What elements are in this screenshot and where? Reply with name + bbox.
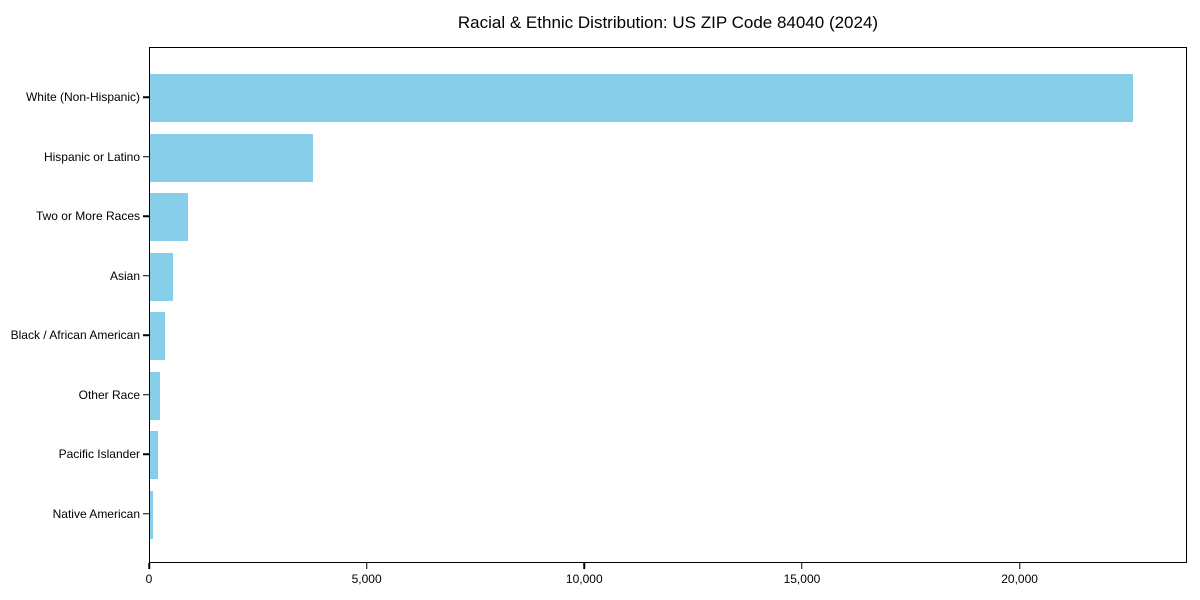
y-tick	[143, 334, 149, 337]
x-tick-label: 5,000	[351, 572, 382, 586]
y-axis-label: Asian	[109, 268, 140, 283]
y-tick	[143, 96, 149, 98]
y-axis-label: Two or More Races	[35, 209, 140, 224]
bar	[150, 74, 1134, 122]
x-tick	[583, 563, 586, 569]
x-tick-label: 20,000	[1001, 572, 1038, 586]
y-axis-labels: White (Non-Hispanic) Hispanic or Latino Tw…	[0, 47, 140, 563]
x-tick-label: 15,000	[783, 572, 821, 586]
bar	[150, 252, 174, 301]
bar	[150, 490, 154, 539]
y-axis-label: Hispanic or Latino	[43, 149, 140, 164]
x-tick-label: 0	[145, 572, 153, 586]
y-tick	[143, 274, 149, 277]
y-axis-label: Other Race	[78, 387, 140, 402]
y-tick	[143, 215, 149, 217]
y-tick	[143, 155, 149, 158]
bar	[150, 193, 189, 242]
bar	[150, 431, 159, 480]
x-axis: 0 5,000 10,000 15,000 20,000	[145, 563, 1187, 599]
plot-area	[149, 47, 1187, 563]
y-axis-label: White (Non-Hispanic)	[25, 90, 140, 104]
x-tick	[148, 563, 150, 569]
bar	[150, 312, 166, 361]
bar	[150, 371, 160, 420]
x-tick	[365, 563, 368, 569]
x-tick-label: 10,000	[565, 572, 603, 586]
x-tick	[801, 563, 803, 569]
y-axis-label: Pacific Islander	[58, 447, 140, 462]
y-tick	[143, 394, 149, 396]
bar	[150, 133, 313, 182]
x-tick	[1018, 563, 1021, 569]
y-tick	[143, 453, 149, 456]
y-tick	[143, 513, 149, 515]
y-axis-label: Native American	[52, 506, 140, 521]
y-axis-label: Black / African American	[10, 328, 140, 343]
chart-title: Racial & Ethnic Distribution: US ZIP Cod…	[457, 13, 879, 32]
